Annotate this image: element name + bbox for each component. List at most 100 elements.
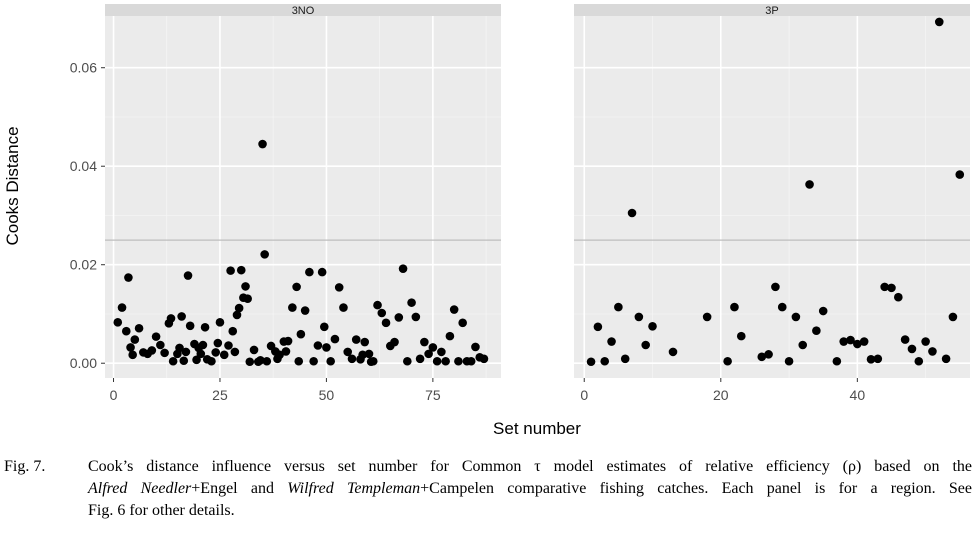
data-point [305,267,314,277]
data-point [147,346,157,355]
data-point [407,298,416,307]
data-point [866,354,876,364]
data-point [880,282,889,292]
data-point [130,335,140,344]
data-point [334,283,344,292]
data-point [283,336,293,346]
data-point [441,356,450,366]
data-point [262,356,272,366]
data-point [941,354,951,364]
data-point [445,331,455,341]
x-tick-label: 0 [110,387,118,403]
data-point [798,340,808,350]
data-point [200,322,210,332]
data-point [236,265,246,275]
data-point [818,306,828,316]
data-point [454,356,463,366]
data-point [424,349,433,359]
data-point [757,352,767,362]
data-point [319,322,329,332]
caption-line-2: Alfred Needler+Engel and Wilfred Templem… [88,478,972,500]
data-point [166,314,176,323]
y-tick-label: 0.06 [70,60,97,76]
data-point [292,282,301,292]
y-tick-label: 0.04 [70,158,97,174]
data-point [113,318,123,327]
facet-strip-label: 3P [765,5,778,17]
data-point [160,348,169,358]
data-point [627,208,637,218]
data-point [771,282,780,292]
data-point [736,331,746,341]
data-point [211,348,221,357]
caption-text-2b: +Campelen comparative fishing catches. E… [420,480,972,497]
data-point [648,321,657,331]
data-point [232,310,242,320]
data-point [151,332,161,341]
data-point [360,337,370,347]
data-point [859,337,869,346]
data-point [198,340,208,350]
data-point [177,312,186,321]
data-point [368,356,378,366]
data-point [846,335,855,345]
data-point [777,302,787,312]
data-point [907,344,917,354]
x-axis-title: Set number [493,419,581,438]
data-point [241,282,250,291]
caption-line-1: Cook’s distance influence versus set num… [88,458,972,475]
data-point [245,357,255,367]
data-point [373,300,382,310]
x-tick-label: 50 [319,387,335,403]
chart: 3NO 0 25 50 75 3P 0 20 40 0.00 0.02 0.04 0.06 Set num… [3,4,970,438]
data-point [326,356,335,366]
data-point [466,356,476,366]
data-point [181,347,191,357]
data-point [156,340,165,350]
data-point [449,305,459,314]
data-point [723,356,732,366]
data-point [928,347,937,356]
data-point [124,273,133,282]
data-point [437,347,446,357]
data-point [322,343,331,352]
data-point [117,303,127,312]
data-point [812,326,821,336]
data-point [185,321,195,331]
facet-strip-label: 3NO [292,5,315,17]
data-point [411,312,421,322]
data-point [471,342,480,352]
data-point [230,347,240,357]
x-tick-label: 0 [580,387,588,403]
data-point [121,326,131,336]
data-point [260,250,269,259]
x-tick-label: 25 [212,387,228,403]
data-point [281,347,291,356]
data-point [175,343,184,353]
data-point [730,302,739,312]
data-point [128,350,137,360]
data-point [381,318,391,328]
data-point [600,356,610,366]
data-point [839,337,848,346]
data-point [607,337,616,346]
data-point [853,339,862,349]
data-point [377,308,387,318]
data-point [258,139,267,149]
data-point [224,341,233,350]
panel-background [574,16,970,378]
data-point [168,356,178,366]
data-point [275,350,284,360]
data-point [347,354,357,364]
data-point [300,306,310,315]
data-point [294,356,304,366]
caption-line-3: Fig. 6 for other details. [88,502,235,519]
y-tick-label: 0.02 [70,257,97,273]
data-point [702,312,712,322]
data-point [296,329,306,339]
data-point [309,356,318,366]
data-point [432,356,442,366]
data-point [192,355,201,365]
data-point [249,345,259,355]
data-point [256,355,265,365]
